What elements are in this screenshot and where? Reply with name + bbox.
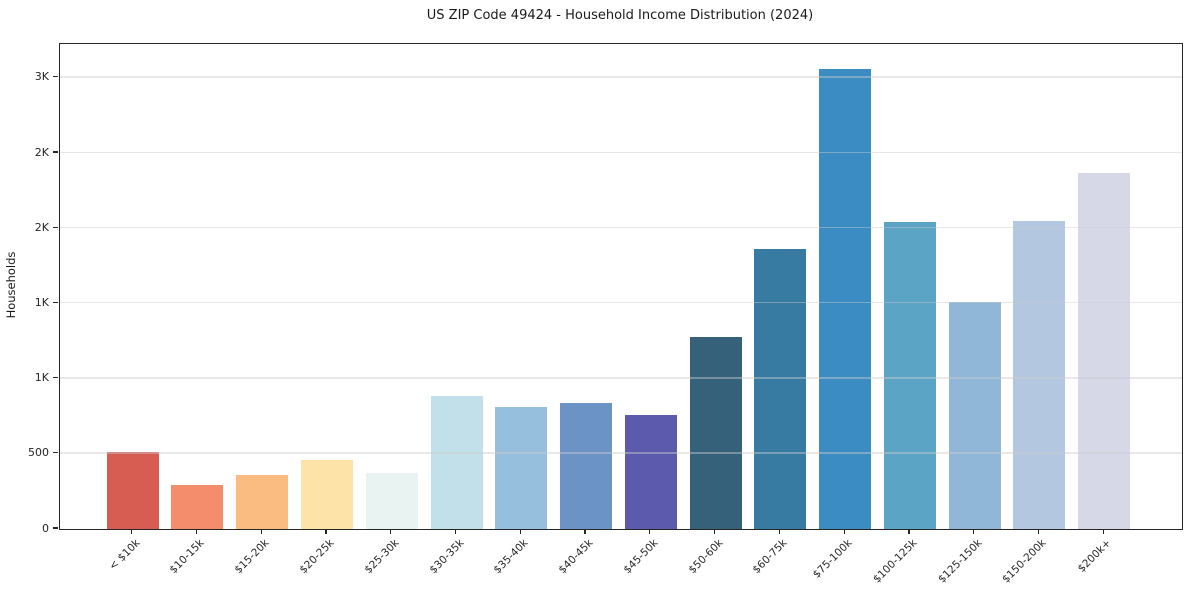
x-tick-mark [584,529,586,534]
bar-$50-60k [689,336,742,529]
y-tick-label: 3K [34,70,49,84]
x-tick-mark [843,529,845,534]
x-tick-label-$100-125k: $100-125k [870,537,920,586]
bar-$35-40k [495,407,548,529]
y-tick-label: 2K [34,145,49,159]
bar-$25-30k [365,473,418,529]
bar-$100-125k [883,222,936,529]
x-tick-label-$35-40k: $35-40k [491,537,531,577]
y-tick-label: 500 [28,446,49,460]
bar-$45-50k [624,414,677,529]
x-tick-label-$75-100k: $75-100k [810,537,855,581]
x-tick-label-< $10k: < $10k [106,537,143,573]
y-tick-mark [53,301,58,303]
y-tick-mark [53,151,58,153]
bar-< $10k [106,451,159,529]
bar-$40-45k [560,402,613,529]
y-tick-label: 1K [34,295,49,309]
y-tick-label: 0 [42,521,49,535]
x-tick-label-$200k+: $200k+ [1075,537,1114,575]
x-tick-label-$125-150k: $125-150k [935,537,985,586]
bar-$75-100k [819,68,872,529]
x-tick-mark [1037,529,1040,534]
x-tick-label-$10-15k: $10-15k [167,537,207,577]
x-tick-label-$25-30k: $25-30k [362,537,402,577]
bar-$30-35k [430,395,483,529]
x-tick-mark [325,529,327,534]
x-tick-mark [973,529,975,534]
plot-area [59,43,1183,530]
x-tick-mark [714,529,716,534]
x-tick-mark [390,529,392,534]
x-tick-mark [519,529,521,534]
x-tick-mark [908,529,910,534]
y-tick-mark [53,452,58,454]
gridline-3000 [60,76,1182,78]
y-tick-label: 1K [34,371,49,385]
y-tick-mark [53,76,58,78]
y-tick-mark [53,377,58,379]
x-tick-label-$30-35k: $30-35k [426,537,467,577]
bar-$60-75k [754,249,807,529]
x-tick-label-$20-25k: $20-25k [297,537,337,577]
bar-$15-20k [236,474,289,529]
gridline-2500 [60,151,1182,154]
y-tick-mark [53,527,58,529]
x-tick-label-$40-45k: $40-45k [556,537,596,577]
bar-$150-200k [1013,220,1066,529]
x-tick-mark [1102,529,1104,534]
x-tick-mark [778,529,780,534]
x-tick-mark [131,529,133,534]
x-tick-mark [649,529,651,534]
x-tick-mark [454,529,457,534]
y-axis-label: Households [4,251,18,319]
bar-$20-25k [301,459,353,529]
x-tick-label-$60-75k: $60-75k [750,537,790,577]
x-tick-mark [195,529,198,534]
bar-$10-15k [171,484,224,529]
chart-title: US ZIP Code 49424 - Household Income Dis… [426,8,814,23]
bar-$125-150k [948,301,1001,529]
y-tick-label: 2K [34,220,49,234]
x-tick-label-$45-50k: $45-50k [621,537,661,577]
x-tick-label-$15-20k: $15-20k [232,537,272,577]
x-tick-label-$150-200k: $150-200k [1000,537,1049,586]
x-tick-mark [260,529,262,534]
bar-$200k+ [1078,173,1131,529]
y-tick-mark [53,226,58,228]
x-tick-label-$50-60k: $50-60k [686,537,726,577]
